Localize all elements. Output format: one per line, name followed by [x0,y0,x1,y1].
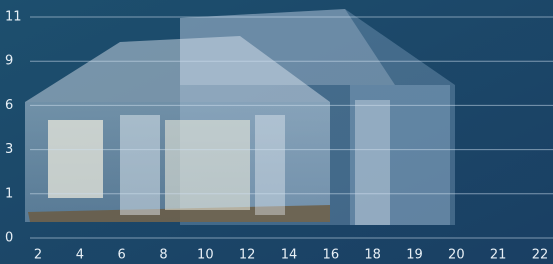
screenshot: 11963102468101214161819202122 [0,0,553,264]
x-axis-label: 12 [239,248,256,263]
window [165,120,250,210]
curtain [120,115,160,215]
x-axis-label: 21 [490,248,507,263]
x-axis-label: 22 [532,248,549,263]
x-axis-label: 16 [323,248,340,263]
curtain [255,115,285,215]
x-axis-label: 10 [197,248,214,263]
x-axis-label: 4 [76,248,84,263]
x-axis-label: 14 [281,248,298,263]
y-axis-label: 6 [5,98,13,113]
y-axis-label: 9 [5,54,13,69]
x-axis-label: 8 [159,248,167,263]
page: 11963102468101214161819202122 (() => { c… [0,0,553,264]
y-axis-label: 11 [5,10,22,25]
curtain [355,100,390,225]
y-axis-label: 3 [5,142,13,157]
y-axis-label: 1 [5,186,13,201]
x-axis-label: 6 [118,248,126,263]
x-axis-label: 19 [406,248,423,263]
y-axis-label: 0 [5,231,13,246]
x-axis-label: 20 [448,248,465,263]
x-axis-label: 2 [34,248,42,263]
x-axis-label: 18 [364,248,381,263]
window [48,120,103,198]
